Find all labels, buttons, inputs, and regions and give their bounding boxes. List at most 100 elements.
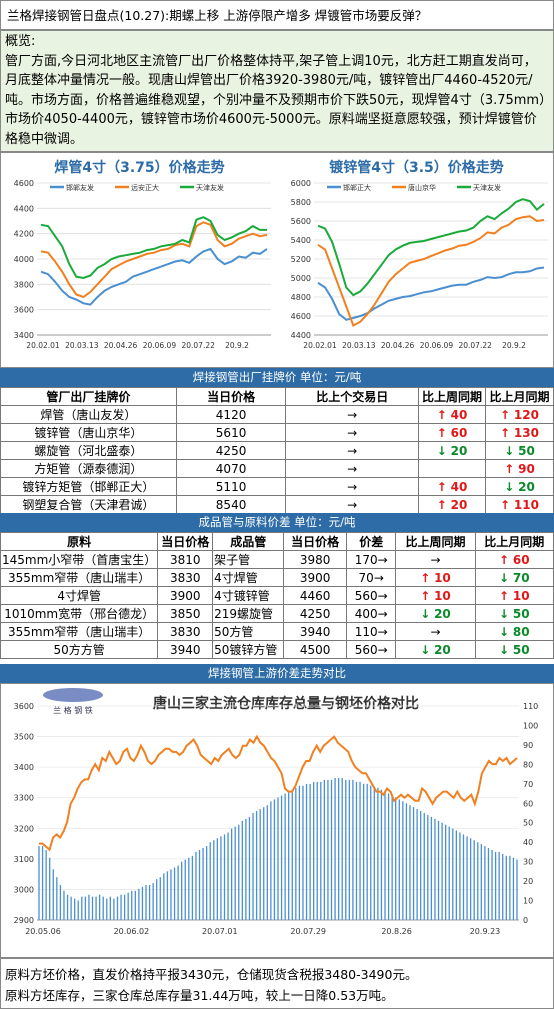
product-name: 焊管（唐山友发） [0,405,177,424]
week-change-cell: ↓ 20 [418,441,486,460]
up-arrow-icon: ↑ [436,497,447,512]
x-tick-label: 20.03.13 [342,341,376,350]
raw-material-name: 4寸焊管 [0,586,159,605]
x-tick-label: 20.06.02 [114,927,150,936]
price-charts-panel: 焊管4寸（3.75）价格走势 3400 3600 3800 4000 4200 4400 46… [0,152,554,368]
table-row: 145mm小窄带（首唐宝生） 3810 架子管 3980 170→ → ↑ 60 [0,550,554,569]
column-header: 比上周同期 [418,387,486,406]
table-row: 355mm窄带（唐山瑞丰） 3830 4寸焊管 3900 70→ ↑ 10 ↓ 70 [0,568,554,587]
down-arrow-icon: ↓ [498,624,510,639]
down-arrow-icon: ↓ [498,606,510,621]
factory-price-table: 管厂出厂挂牌价 当日价格 比上个交易日 比上周同期 比上月同期 焊管（唐山友发） 4120 →… [0,387,554,514]
spread-cell: 560→ [345,586,397,605]
up-arrow-icon: ↑ [500,407,511,422]
column-header: 成品管 [212,532,285,551]
down-arrow-icon: ↓ [498,642,510,657]
series-line-3 [317,198,545,297]
product-price-cell: 3980 [283,550,347,569]
y-tick-label: 4600 [14,179,34,188]
y-tick-label: 4400 [291,331,311,340]
price-cell: 4250 [175,441,287,460]
legend-label: 远安正大 [131,183,159,192]
down-arrow-icon: ↓ [504,443,515,458]
legend-label: 天津友发 [473,183,501,192]
week-change-cell: → [395,622,476,641]
y-tick-label: 5600 [291,217,311,226]
y-tick-label: 3400 [14,331,34,340]
day-change-cell: → [285,423,420,442]
day-change-cell: → [285,405,420,424]
y2-tick-label: 50 [523,819,533,828]
down-arrow-icon: ↓ [420,606,431,621]
x-tick-label: 20.8.26 [381,927,412,936]
product-price-cell: 3900 [283,568,347,587]
table-header-row: 原料 当日价格 成品管 当日价格 价差 比上周同期 比上月同期 [0,532,554,551]
month-change-cell: ↓ 50 [474,604,554,623]
table-row: 钢塑复合管（天津君诚） 8540 → ↑ 20 ↑ 110 [0,495,554,514]
product-name: 4寸镀锌管 [212,586,285,605]
series-line-2 [40,221,268,299]
raw-material-name: 145mm小窄带（首唐宝生） [0,550,159,569]
y2-tick-label: 100 [523,721,538,730]
product-name: 钢塑复合管（天津君诚） [0,495,177,514]
y2-tick-label: 60 [523,799,533,808]
legend-label: 天津友发 [196,183,224,192]
up-arrow-icon: ↑ [436,425,447,440]
product-name: 方矩管（源泰德润） [0,459,177,478]
table-row: 镀锌管（唐山京华） 5610 → ↑ 60 ↑ 130 [0,423,554,442]
y-tick-label: 4800 [291,293,311,302]
footer-line-2: 原料方坯库存，三家仓库总库存量31.44万吨，较上一日降0.53万吨。 [5,988,394,1003]
raw-price-cell: 3900 [157,586,214,605]
y-tick-label: 5000 [291,274,311,283]
column-header: 原料 [0,532,159,551]
column-header: 管厂出厂挂牌价 [0,387,177,406]
down-arrow-icon: ↓ [498,570,510,585]
overview-label: 概览: [5,34,36,49]
raw-price-cell: 3850 [157,604,214,623]
spread-cell: 560→ [345,640,397,659]
month-change-cell: ↓ 70 [474,568,554,587]
day-change-cell: → [285,459,420,478]
y-tick-label: 5800 [291,198,311,207]
column-header: 比上周同期 [395,532,476,551]
product-name: 镀锌方矩管（邯郸正大） [0,477,177,496]
legend-label: 唐山京华 [408,183,436,192]
raw-material-name: 355mm窄带（唐山瑞丰） [0,568,159,587]
billet-price-line [39,734,518,852]
series-line-3 [40,216,267,280]
y2-tick-label: 110 [523,702,538,711]
table-row: 1010mm宽带（邢台德龙） 3850 219螺旋管 4250 400→ ↓ 20 ↓ 50 [0,604,554,623]
product-price-cell: 4460 [283,586,347,605]
month-change-cell: ↑ 110 [485,495,554,514]
y-tick-label: 3600 [14,306,34,315]
series-line-2 [317,215,545,327]
month-change-cell: ↓ 80 [474,622,554,641]
raw-material-name: 50方方管 [0,640,159,659]
y-tick-label: 5400 [291,236,311,245]
up-arrow-icon: ↑ [504,461,515,476]
table-row: 355mm窄带（唐山瑞丰） 3830 50方管 3940 110→ → ↓ 80 [0,622,554,641]
week-change-cell: ↑ 10 [395,586,476,605]
week-change-cell: ↓ 20 [395,640,476,659]
legend-label: 邯郸友发 [66,183,94,192]
x-tick-label: 20.07.01 [202,927,238,936]
product-name: 4寸焊管 [212,568,285,587]
footer-line-1: 原料方坯价格，直发价格持平报3430元，仓储现货含税报3480-3490元。 [5,967,418,982]
up-arrow-icon: ↑ [420,570,431,585]
column-header: 价差 [345,532,397,551]
overview-text: 管厂方面,今日河北地区主流管厂出厂价格整体持平,架子管上调10元，北方赶工期直发… [5,53,546,147]
y-tick-label: 3500 [14,733,34,742]
x-tick-label: 20.07.22 [181,341,215,350]
table-row: 焊管（唐山友发） 4120 → ↑ 40 ↑ 120 [0,405,554,424]
day-change-cell: → [285,477,420,496]
week-change-cell: ↑ 10 [395,568,476,587]
week-change-cell: ↑ 40 [418,477,486,496]
week-change-cell: → [395,550,476,569]
down-arrow-icon: ↓ [436,443,447,458]
upstream-section-header: 焊接钢管上游价差走势对比 [0,664,554,683]
week-change-cell: ↓ 20 [395,604,476,623]
up-arrow-icon: ↑ [436,407,447,422]
spread-table: 原料 当日价格 成品管 当日价格 价差 比上周同期 比上月同期 145mm小窄带（首唐宝生） 3… [0,532,554,659]
x-tick-label: 20.07.22 [458,341,492,350]
series-line-1 [317,266,545,321]
